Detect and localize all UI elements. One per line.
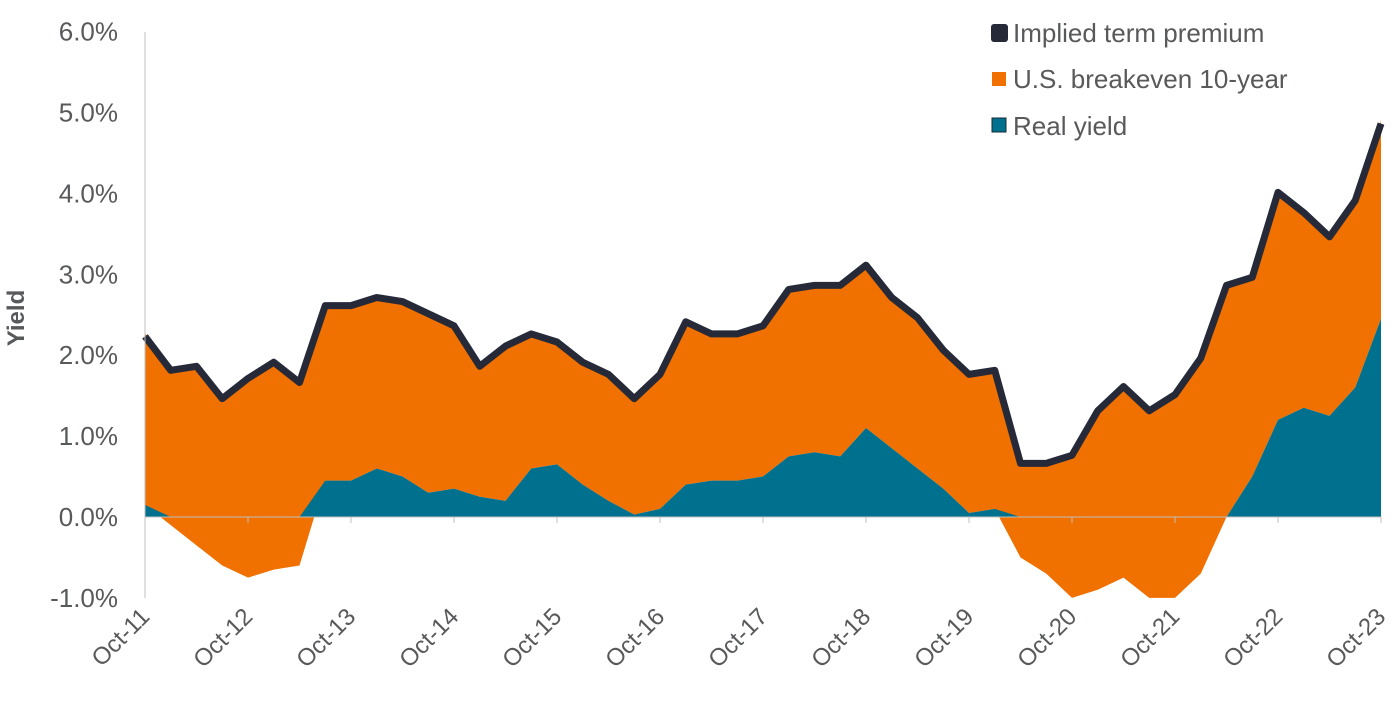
legend-item-term-premium: Implied term premium — [991, 18, 1264, 48]
y-tick-label: 2.0% — [59, 340, 118, 370]
legend: Implied term premium U.S. breakeven 10-y… — [991, 18, 1288, 141]
y-tick-label: -1.0% — [50, 583, 118, 613]
legend-swatch-term-premium — [991, 24, 1008, 42]
legend-item-real-yield: Real yield — [991, 111, 1127, 141]
y-tick-label: 3.0% — [59, 259, 118, 289]
y-tick-labels: -1.0% 0.0% 1.0% 2.0% 3.0% 4.0% 5.0% 6.0% — [50, 17, 118, 613]
x-tick-label: Oct-18 — [806, 603, 876, 673]
x-tick-label: Oct-16 — [600, 603, 670, 673]
legend-swatch-breakeven — [992, 72, 1006, 86]
real-yield-area — [145, 318, 1381, 517]
y-tick-label: 0.0% — [59, 502, 118, 532]
x-tick-label: Oct-21 — [1115, 603, 1185, 673]
x-tick-label: Oct-15 — [497, 603, 567, 673]
y-tick-label: 1.0% — [59, 421, 118, 451]
x-tick-label: Oct-22 — [1218, 603, 1288, 673]
x-tick-label: Oct-20 — [1012, 603, 1082, 673]
y-axis-label: Yield — [3, 290, 30, 346]
y-tick-label: 6.0% — [59, 17, 118, 47]
plot-areas — [142, 120, 1385, 598]
x-tick-label: Oct-23 — [1321, 603, 1391, 673]
x-tick-label: Oct-13 — [291, 603, 361, 673]
legend-item-breakeven: U.S. breakeven 10-year — [992, 64, 1288, 94]
y-tick-label: 4.0% — [59, 178, 118, 208]
x-tick-label: Oct-14 — [394, 603, 464, 673]
x-tick-label: Oct-11 — [86, 603, 155, 672]
legend-label-term-premium: Implied term premium — [1013, 18, 1264, 48]
term-premium-band — [142, 122, 1385, 467]
legend-swatch-real-yield — [991, 117, 1007, 133]
legend-label-real-yield: Real yield — [1013, 111, 1127, 141]
x-tick-label: Oct-12 — [188, 603, 258, 673]
breakeven-area — [145, 120, 1381, 598]
x-tick-label: Oct-17 — [703, 603, 773, 673]
x-tick-label: Oct-19 — [909, 603, 979, 673]
legend-label-breakeven: U.S. breakeven 10-year — [1013, 64, 1288, 94]
y-tick-label: 5.0% — [59, 98, 118, 128]
